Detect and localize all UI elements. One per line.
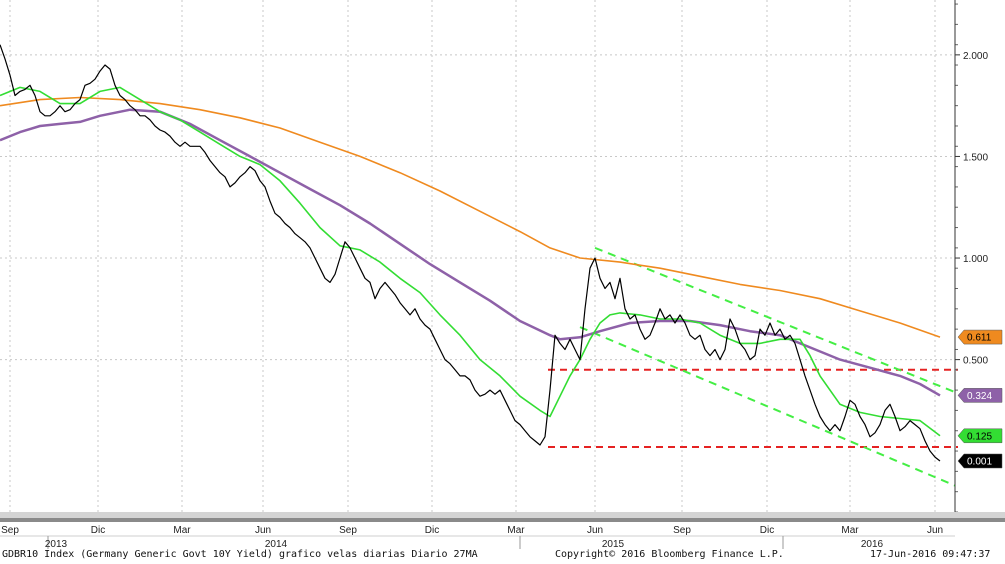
series-lines	[0, 44, 941, 462]
series-yield	[0, 44, 941, 462]
series-ma-mid	[0, 108, 941, 397]
x-month-label-8: Sep	[673, 525, 691, 536]
y-tick-label-2: 1.000	[963, 254, 988, 265]
x-month-label-7: Jun	[587, 525, 603, 536]
chart-caption: GDBR10 Index (Germany Generic Govt 10Y Y…	[2, 549, 478, 560]
x-month-label-4: Sep	[339, 525, 357, 536]
badge-label-0: 0.611	[967, 333, 992, 344]
badge-shape-2	[957, 428, 1003, 444]
x-axis-band-top	[0, 512, 1005, 522]
badge-3: 0.001	[957, 453, 1003, 469]
x-month-label-5: Dic	[425, 525, 439, 536]
x-month-label-11: Jun	[927, 525, 943, 536]
badge-shape-3	[957, 453, 1003, 469]
x-axis: Sep Dic Mar Jun Sep Dic Mar Jun Sep Dic Mar Jun 2013…	[0, 512, 1005, 550]
badge-shape-0	[957, 329, 1003, 345]
x-year-label-0: 2013	[45, 539, 68, 550]
x-year-label-3: 2016	[861, 539, 884, 550]
y-tick-label-1: 1.500	[963, 152, 988, 163]
reference-lines	[548, 246, 958, 487]
y-axis: 2.000 1.500 1.000 0.500	[954, 0, 988, 513]
end-value-badges: 0.611 0.324 0.125 0.001	[957, 329, 1003, 469]
badge-shape-1	[957, 388, 1003, 403]
x-month-label-10: Mar	[841, 525, 859, 536]
y-tick-label-3: 0.500	[963, 356, 988, 367]
badge-0: 0.611	[957, 329, 1003, 345]
timestamp-text: 17-Jun-2016 09:47:37	[870, 549, 991, 560]
x-month-label-6: Mar	[507, 525, 525, 536]
badge-2: 0.125	[957, 428, 1003, 444]
x-year-label-1: 2014	[265, 539, 288, 550]
channel-lower-line	[579, 326, 956, 487]
grid-lines	[0, 0, 955, 512]
x-month-label-9: Dic	[760, 525, 774, 536]
badge-label-1: 0.324	[967, 391, 992, 402]
x-month-label-2: Mar	[173, 525, 191, 536]
copyright-text: Copyright© 2016 Bloomberg Finance L.P.	[555, 549, 784, 560]
y-tick-label-0: 2.000	[963, 51, 988, 62]
x-axis-band-shadow	[0, 518, 1005, 522]
series-ma-long	[0, 96, 941, 338]
x-month-label-3: Jun	[255, 525, 271, 536]
series-ma-short	[0, 86, 941, 437]
channel-upper-line	[594, 246, 956, 394]
badge-label-3: 0.001	[967, 457, 992, 468]
badge-label-2: 0.125	[967, 431, 992, 442]
x-month-label-0: Sep	[1, 525, 19, 536]
x-month-label-1: Dic	[91, 525, 105, 536]
badge-1: 0.324	[957, 388, 1003, 403]
x-year-label-2: 2015	[602, 539, 625, 550]
